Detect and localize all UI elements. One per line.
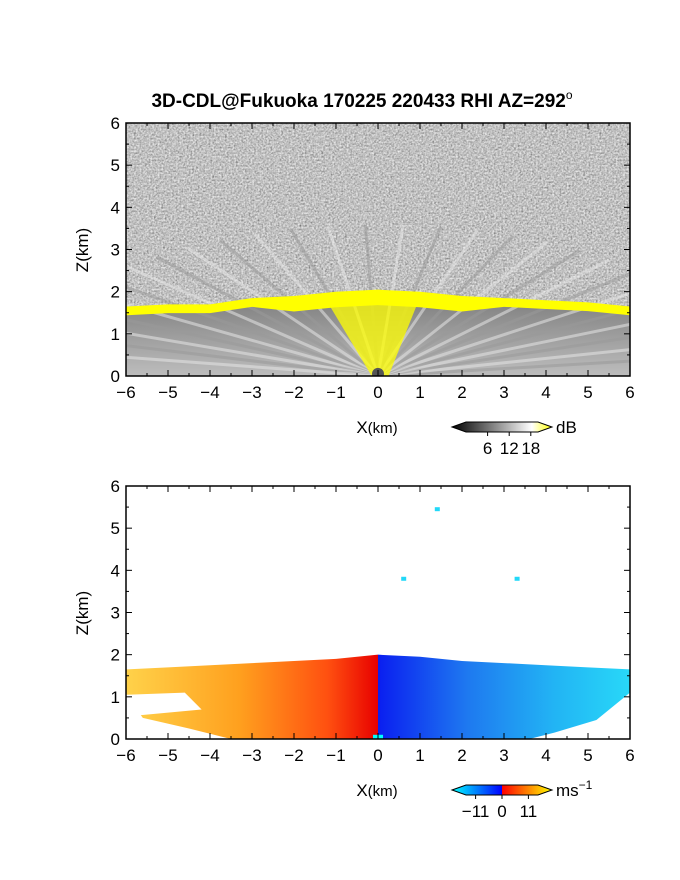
snr-radial-streak	[127, 265, 379, 376]
snr-radial-streak	[377, 348, 630, 376]
snr-radial-streak	[377, 258, 611, 376]
snr-xtick-label: −5	[158, 383, 177, 402]
snr-radial-streak	[377, 308, 630, 376]
snr-xtick-label: −6	[116, 383, 135, 402]
snr-xtick-label: 3	[499, 383, 508, 402]
velocity-isolated-echo	[401, 576, 407, 581]
velocity-colorbar-unit: ms−1	[556, 778, 593, 800]
velocity-xtick-label: −5	[158, 746, 177, 765]
snr-radial-streak	[377, 291, 630, 376]
snr-colorbar-body	[450, 421, 554, 433]
velocity-xtick-label: 5	[583, 746, 592, 765]
snr-ytick-label: 0	[111, 367, 120, 386]
snr-radial-streak	[126, 344, 379, 376]
velocity-colorbar: −11 0 11 ms−1	[450, 778, 593, 821]
velocity-xtick-label: 6	[625, 746, 634, 765]
snr-radial-streak	[377, 359, 630, 376]
snr-colorbar-unit: dB	[556, 418, 577, 437]
snr-axes: −6 −5 −4 −3 −2 −1 0 1 2 3 4 5 6 0 1 2 3 4 5 6	[111, 114, 635, 402]
velocity-ytick-label: 4	[111, 561, 120, 580]
snr-high-fan	[327, 302, 418, 376]
velocity-xtick-label: 1	[415, 746, 424, 765]
velocity-ytick-label: 0	[111, 730, 120, 749]
velocity-xtick-label: −4	[200, 746, 219, 765]
velocity-ytick-label: 2	[111, 646, 120, 665]
snr-xtick-label: −4	[200, 383, 219, 402]
snr-ytick-label: 2	[111, 283, 120, 302]
velocity-isolated-echo	[434, 507, 440, 512]
velocity-colorbar-tick-label: 0	[497, 802, 506, 821]
snr-xtick-label: 5	[583, 383, 592, 402]
snr-xtick-label: 0	[373, 383, 382, 402]
snr-ytick-label: 3	[111, 241, 120, 260]
snr-radial-streak	[377, 322, 630, 376]
velocity-ytick-label: 1	[111, 688, 120, 707]
snr-ytick-label: 1	[111, 325, 120, 344]
velocity-boundary-layer-echo	[126, 507, 630, 739]
snr-boundary-layer-echo	[126, 224, 630, 376]
velocity-xtick-label: −6	[116, 746, 135, 765]
snr-xtick-label: 1	[415, 383, 424, 402]
snr-ytick-label: 4	[111, 198, 120, 217]
snr-xtick-label: 2	[457, 383, 466, 402]
velocity-axes: −6 −5 −4 −3 −2 −1 0 1 2 3 4 5 6 0 1 2 3 4 5 6	[111, 477, 635, 765]
velocity-xtick-label: −2	[284, 746, 303, 765]
velocity-xtick-label: 2	[457, 746, 466, 765]
snr-ytick-label: 5	[111, 156, 120, 175]
snr-colorbar-tick-label: 6	[483, 439, 492, 458]
velocity-colorbar-tick-label: 11	[520, 802, 538, 821]
figure-title: 3D-CDL@Fukuoka 170225 220433 RHI AZ=292o	[151, 88, 572, 112]
velocity-xtick-label: 4	[541, 746, 550, 765]
snr-radial-streak	[126, 355, 379, 376]
velocity-ylabel: Z(km)	[73, 591, 92, 635]
title-degree-superscript: o	[566, 88, 573, 102]
snr-radial-streak	[377, 249, 581, 376]
velocity-isolated-echo	[514, 576, 520, 581]
velocity-xtick-label: −3	[242, 746, 261, 765]
velocity-colorbar-tick-label: −11	[462, 802, 490, 821]
title-text: 3D-CDL@Fukuoka 170225 220433 RHI AZ=292	[151, 91, 565, 112]
snr-ylabel: Z(km)	[73, 228, 92, 272]
snr-xtick-label: −3	[242, 383, 261, 402]
velocity-ytick-label: 5	[111, 519, 120, 538]
snr-radial-streak	[377, 272, 630, 376]
velocity-xtick-label: −1	[326, 746, 345, 765]
snr-radial-streak	[126, 303, 379, 376]
velocity-negative-region	[378, 654, 630, 739]
velocity-xtick-label: 0	[373, 746, 382, 765]
snr-radial-streak	[186, 246, 379, 376]
velocity-xlabel: X(km)	[356, 781, 397, 800]
snr-colorbar-tick-label: 18	[521, 439, 540, 458]
velocity-colorbar-body	[450, 784, 554, 796]
velocity-ytick-label: 3	[111, 604, 120, 623]
snr-radial-streak	[126, 285, 379, 376]
velocity-ytick-label: 6	[111, 477, 120, 496]
snr-colorbar: 6 12 18 dB	[450, 418, 577, 458]
snr-xlabel: X(km)	[356, 418, 397, 437]
snr-radial-streak	[126, 331, 379, 376]
snr-radial-streak	[377, 335, 630, 376]
snr-xtick-label: 6	[625, 383, 634, 402]
snr-radial-streak	[126, 318, 379, 376]
velocity-positive-region	[126, 654, 378, 739]
snr-xtick-label: 4	[541, 383, 550, 402]
velocity-panel: −6 −5 −4 −3 −2 −1 0 1 2 3 4 5 6 0 1 2 3 4 5 6 Z(km) X(km) −…	[73, 477, 635, 821]
velocity-missing-gap	[126, 692, 202, 716]
snr-colorbar-tick-label: 12	[500, 439, 519, 458]
velocity-xtick-label: 3	[499, 746, 508, 765]
snr-xtick-label: −2	[284, 383, 303, 402]
snr-radial-streak	[155, 255, 379, 376]
snr-xtick-label: −1	[326, 383, 345, 402]
snr-ytick-label: 6	[111, 114, 120, 133]
